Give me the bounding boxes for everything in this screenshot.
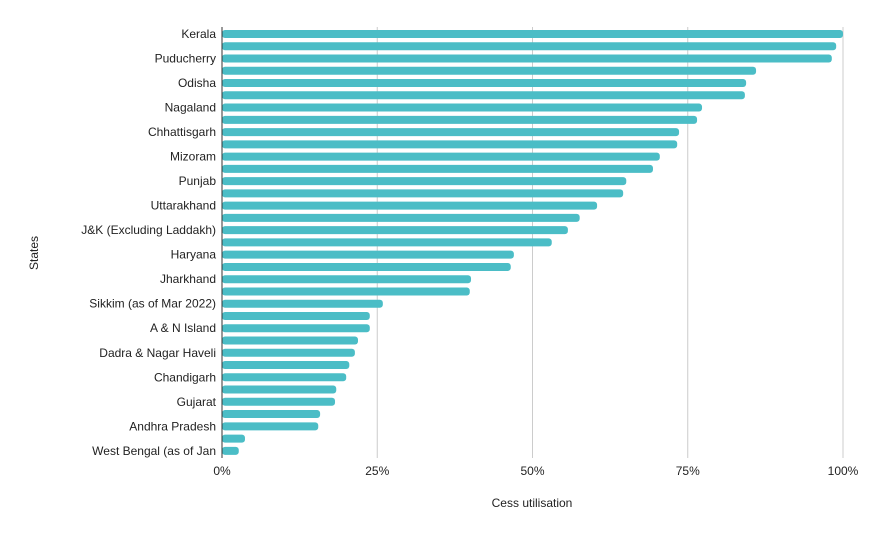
bar[interactable] [222, 348, 355, 357]
bar[interactable] [222, 226, 568, 235]
x-tick-label: 75% [676, 464, 700, 478]
bar[interactable] [222, 250, 514, 259]
bar[interactable] [222, 422, 319, 431]
bar[interactable] [222, 54, 832, 63]
bar[interactable] [222, 336, 358, 345]
category-label: Gujarat [177, 395, 217, 409]
category-label: Haryana [171, 248, 217, 262]
category-label: Punjab [179, 174, 217, 188]
bar[interactable] [222, 385, 337, 394]
category-label: Chhattisgarh [148, 125, 216, 139]
category-label: Puducherry [155, 52, 216, 66]
category-label: Mizoram [170, 150, 216, 164]
bar[interactable] [222, 361, 350, 370]
x-axis-title: Cess utilisation [492, 496, 573, 510]
bar[interactable] [222, 115, 698, 124]
bar[interactable] [222, 299, 383, 308]
bar[interactable] [222, 152, 660, 161]
bar[interactable] [222, 140, 678, 149]
x-tick-label: 100% [828, 464, 859, 478]
bar[interactable] [222, 213, 580, 222]
bar[interactable] [222, 410, 321, 419]
bar[interactable] [222, 201, 598, 210]
bar[interactable] [222, 42, 837, 51]
category-label: Odisha [178, 76, 216, 90]
bar[interactable] [222, 275, 472, 284]
bar[interactable] [222, 287, 470, 296]
category-label: J&K (Excluding Laddakh) [81, 223, 216, 237]
bar[interactable] [222, 373, 347, 382]
bar[interactable] [222, 311, 370, 320]
y-axis-title: States [27, 236, 41, 270]
bar[interactable] [222, 262, 511, 271]
bar[interactable] [222, 91, 745, 100]
category-label: Chandigarh [154, 370, 216, 384]
bar[interactable] [222, 434, 245, 443]
bar[interactable] [222, 189, 624, 198]
category-label: Andhra Pradesh [129, 419, 216, 433]
bar[interactable] [222, 324, 370, 333]
bar[interactable] [222, 128, 680, 137]
category-label: A & N Island [150, 321, 216, 335]
category-label: Sikkim (as of Mar 2022) [89, 297, 216, 311]
bar[interactable] [222, 177, 627, 186]
bar[interactable] [222, 397, 336, 406]
category-label: Uttarakhand [151, 199, 216, 213]
category-label: Dadra & Nagar Haveli [99, 346, 216, 360]
x-tick-label: 50% [520, 464, 544, 478]
bar[interactable] [222, 238, 552, 247]
category-label: Nagaland [165, 101, 216, 115]
category-label: West Bengal (as of Jan [92, 444, 216, 458]
x-tick-label: 0% [213, 464, 231, 478]
bar[interactable] [222, 103, 703, 112]
bar[interactable] [222, 30, 843, 38]
bar[interactable] [222, 446, 239, 455]
bar[interactable] [222, 66, 757, 75]
category-label: Kerala [181, 27, 216, 41]
category-label: Jharkhand [160, 272, 216, 286]
bar[interactable] [222, 164, 653, 173]
x-tick-label: 25% [365, 464, 389, 478]
bar[interactable] [222, 79, 747, 88]
